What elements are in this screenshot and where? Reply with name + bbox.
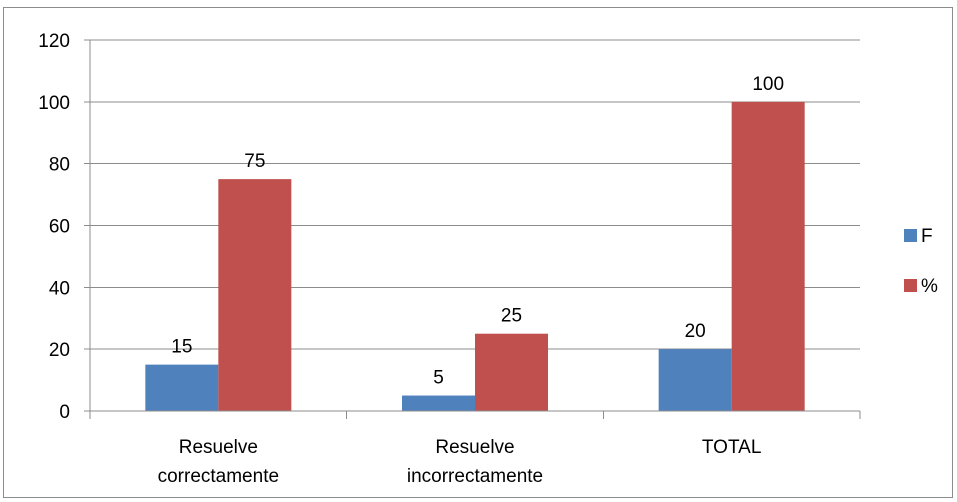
category-label-1-0: Resuelve — [435, 437, 514, 458]
category-label-1-1: incorrectamente — [407, 466, 543, 487]
y-tick-label-60: 60 — [49, 217, 70, 238]
data-label-pct-0: 75 — [244, 151, 265, 172]
bar-f-2 — [658, 349, 732, 411]
bar-f-0 — [145, 364, 219, 411]
y-tick-label-100: 100 — [38, 93, 70, 114]
legend-label-pct: % — [921, 276, 938, 297]
y-tick-label-80: 80 — [49, 155, 70, 176]
bar-pct-1 — [475, 333, 548, 411]
data-label-f-2: 20 — [685, 321, 706, 342]
legend-label-f: F — [921, 226, 933, 247]
y-tick-label-20: 20 — [49, 340, 70, 361]
legend-swatch-pct — [904, 279, 917, 292]
bar-f-1 — [402, 395, 475, 411]
y-tick-label-0: 0 — [59, 402, 70, 423]
data-label-pct-1: 25 — [501, 306, 522, 327]
data-label-pct-2: 100 — [752, 74, 784, 95]
data-label-f-1: 5 — [433, 368, 444, 389]
category-label-2-0: TOTAL — [702, 437, 761, 458]
y-tick-label-40: 40 — [49, 278, 70, 299]
bar-pct-0 — [218, 179, 292, 411]
legend-swatch-f — [904, 229, 917, 242]
category-label-0-1: correctamente — [158, 466, 279, 487]
bar-pct-2 — [731, 101, 805, 411]
y-tick-label-120: 120 — [38, 31, 70, 52]
category-label-0-0: Resuelve — [179, 437, 258, 458]
data-label-f-0: 15 — [171, 337, 192, 358]
